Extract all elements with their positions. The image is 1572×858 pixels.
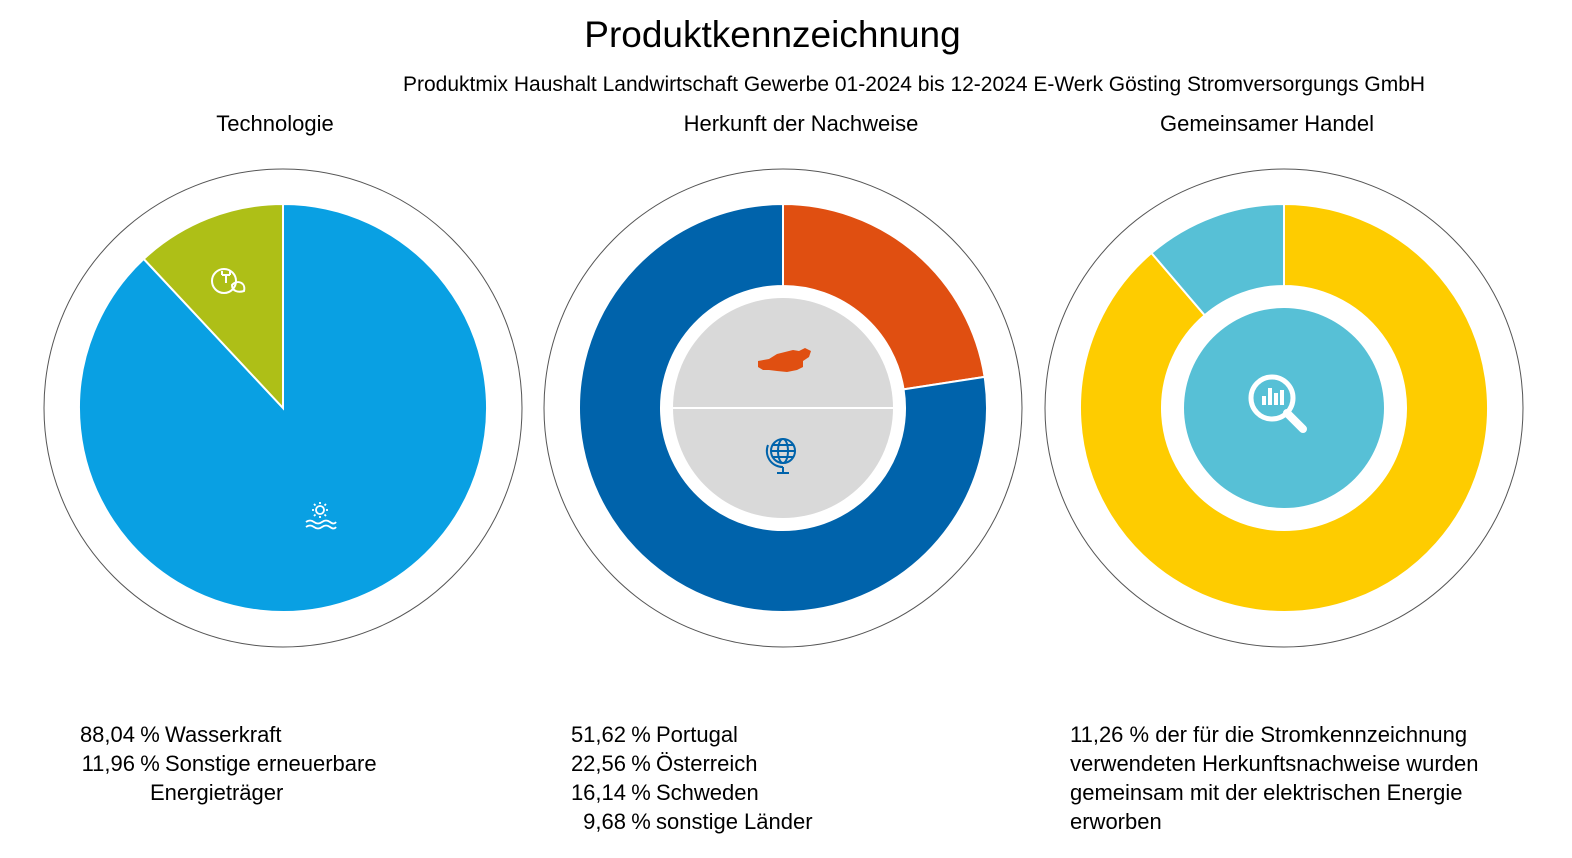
page-subtitle: Produktmix Haushalt Landwirtschaft Gewer… xyxy=(403,73,1426,96)
herkunft-donut-chart xyxy=(543,168,1023,648)
legend-technologie: 88,04% Wasserkraft 11,96% Sonstige erneuer… xyxy=(45,720,377,807)
legend-value: 51,62 xyxy=(570,722,626,747)
hydro-icon xyxy=(305,502,337,530)
legend-value: 16,14 xyxy=(570,780,626,805)
legend-item: 22,56% Österreich xyxy=(536,749,813,778)
legend-unit: % xyxy=(631,780,651,805)
legend-value: 11,96 xyxy=(81,751,135,776)
legend-label: Österreich xyxy=(656,751,758,776)
legend-value: 22,56 xyxy=(570,751,626,776)
plug-leaf-icon xyxy=(211,268,246,294)
legend-unit: % xyxy=(631,722,651,747)
legend-handel: 11,26 % der für die Stromkennzeichnung v… xyxy=(1070,720,1530,836)
legend-value: 9,68 xyxy=(583,809,626,834)
legend-value: 88,04 xyxy=(79,722,135,747)
legend-label-continued: Energieträger xyxy=(150,780,284,805)
outer-ring-outline xyxy=(543,168,1023,648)
globe-icon xyxy=(765,438,796,474)
legend-line: erworben xyxy=(1070,809,1162,834)
outer-ring-outline xyxy=(1044,168,1524,648)
legend-item: 88,04% Wasserkraft xyxy=(45,720,377,749)
chart-title-herkunft: Herkunft der Nachweise xyxy=(683,111,919,136)
legend-label: Portugal xyxy=(656,722,738,747)
legend-unit: % xyxy=(631,751,651,776)
legend-unit: % xyxy=(140,751,160,776)
legend-unit: % xyxy=(631,809,651,834)
outer-ring-outline xyxy=(43,168,523,648)
magnifier-chart-icon xyxy=(1248,374,1307,433)
legend-label: sonstige Länder xyxy=(656,809,813,834)
legend-item: 16,14% Schweden xyxy=(536,778,813,807)
legend-label: Sonstige erneuerbare xyxy=(165,751,377,776)
donut-slice-rest xyxy=(1079,202,1489,613)
legend-line: 11,26 % der für die Stromkennzeichnung xyxy=(1070,722,1468,747)
pie-slice-sonstige xyxy=(142,202,284,411)
legend-line: gemeinsam mit der elektrischen Energie xyxy=(1070,780,1463,805)
donut-slice-gemeinsam xyxy=(1150,202,1285,317)
legend-label: Schweden xyxy=(656,780,759,805)
legend-line: verwendeten Herkunftsnachweise wurden xyxy=(1070,751,1479,776)
page-title: Produktkennzeichnung xyxy=(584,14,961,55)
handel-donut-chart xyxy=(1044,168,1524,648)
donut-slice-oesterreich xyxy=(782,202,986,391)
chart-title-handel: Gemeinsamer Handel xyxy=(1160,111,1374,136)
legend-item: 9,68% sonstige Länder xyxy=(536,807,813,836)
donut-slice-ausland xyxy=(578,202,988,613)
austria-map-icon xyxy=(758,348,811,372)
legend-item: 51,62% Portugal xyxy=(536,720,813,749)
technologie-pie-chart xyxy=(43,168,523,648)
chart-title-technologie: Technologie xyxy=(216,111,334,136)
legend-label: Wasserkraft xyxy=(165,722,282,747)
legend-herkunft: 51,62% Portugal 22,56% Österreich 16,14% Sc… xyxy=(536,720,813,836)
legend-unit: % xyxy=(140,722,160,747)
legend-item: 11,96% Sonstige erneuerbare xyxy=(45,749,377,778)
center-disc xyxy=(1184,308,1384,508)
